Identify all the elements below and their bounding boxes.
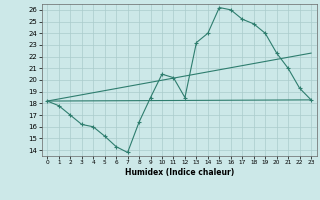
X-axis label: Humidex (Indice chaleur): Humidex (Indice chaleur) [124,168,234,177]
